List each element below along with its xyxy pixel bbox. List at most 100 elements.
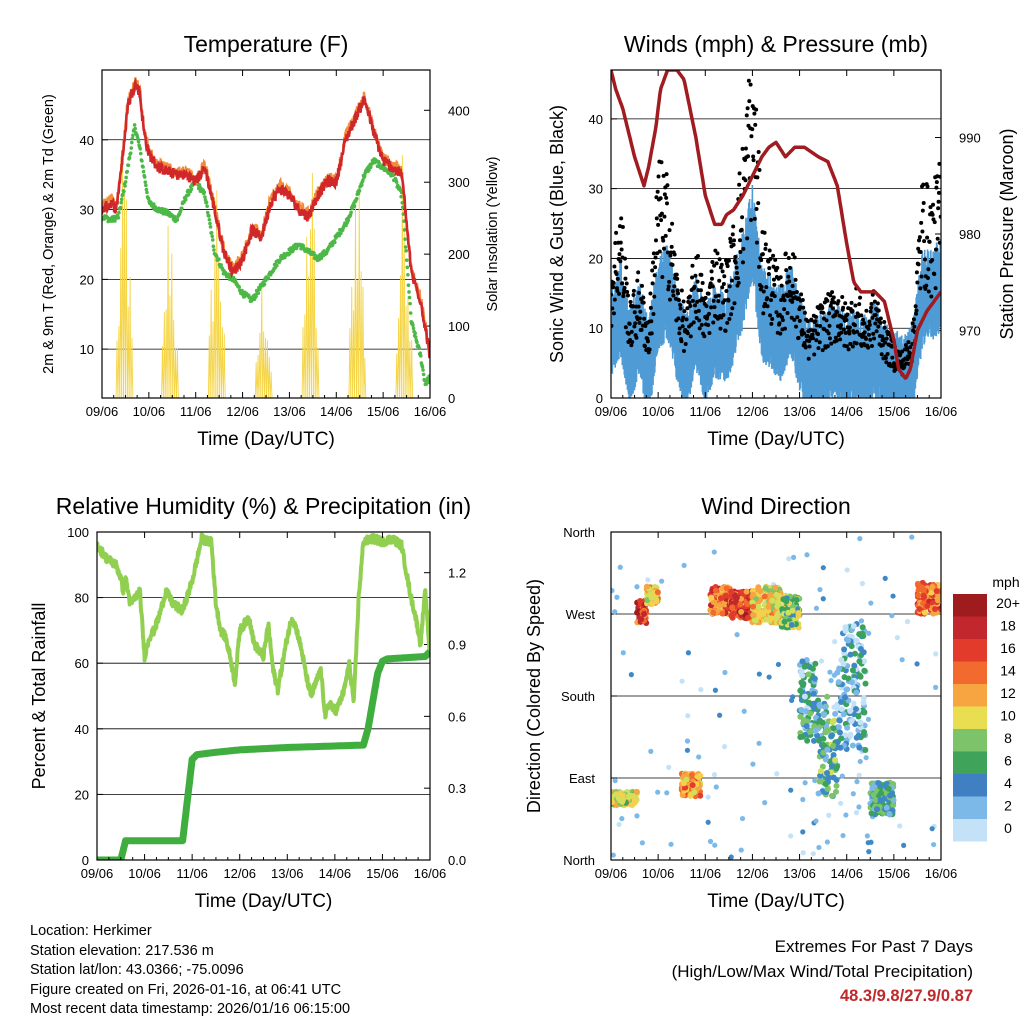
- dewpoint-point: [202, 190, 207, 195]
- gust-point: [688, 334, 693, 339]
- dewpoint-point: [113, 219, 117, 223]
- direction-point: [800, 850, 806, 856]
- solar-insolation-trace: [119, 247, 123, 398]
- gust-point: [914, 308, 919, 313]
- direction-point: [767, 591, 774, 598]
- gust-point: [709, 269, 714, 274]
- gust-point: [914, 311, 919, 316]
- legend-title: mph: [992, 574, 1019, 590]
- gust-point: [810, 336, 815, 341]
- gust-point: [743, 146, 748, 151]
- gust-point: [876, 308, 881, 313]
- x-tick-label: 14/06: [319, 866, 352, 881]
- direction-point: [832, 756, 839, 763]
- extremes-title: Extremes For Past 7 Days: [774, 937, 973, 956]
- solar-insolation-trace: [359, 271, 363, 398]
- dewpoint-point: [406, 283, 411, 288]
- gust-point: [934, 180, 939, 185]
- gust-point: [740, 260, 745, 265]
- direction-point: [728, 854, 734, 860]
- direction-point: [864, 833, 870, 839]
- gust-point: [676, 291, 681, 296]
- gust-point: [612, 297, 617, 302]
- direction-point: [813, 732, 820, 739]
- x-axis-label: Time (Day/UTC): [197, 429, 335, 450]
- gust-point: [903, 343, 908, 348]
- direction-point: [843, 812, 849, 818]
- solar-insolation-trace: [222, 333, 226, 398]
- gust-point: [801, 305, 806, 310]
- gust-point: [658, 196, 663, 201]
- legend-label: 8: [1004, 730, 1012, 746]
- gust-point: [915, 280, 920, 285]
- direction-point: [933, 587, 940, 594]
- gust-point: [623, 325, 628, 330]
- gust-point: [717, 278, 722, 283]
- plot-frame: [610, 531, 942, 861]
- direction-point: [775, 610, 782, 617]
- gust-point: [718, 326, 723, 331]
- gust-point: [923, 286, 928, 291]
- solar-insolation-trace: [402, 225, 406, 398]
- gust-point: [653, 265, 658, 270]
- gust-point: [900, 349, 905, 354]
- solar-insolation-trace: [264, 337, 267, 398]
- gust-point: [728, 239, 733, 244]
- gust-point: [745, 106, 750, 111]
- gust-point: [647, 347, 652, 352]
- solar-insolation-trace: [350, 286, 354, 398]
- direction-point: [795, 610, 802, 617]
- dewpoint-point: [408, 311, 413, 315]
- direction-point: [684, 747, 691, 753]
- direction-point: [853, 734, 860, 741]
- gust-point: [840, 295, 845, 300]
- y-right-tick-label: 400: [448, 103, 470, 118]
- gust-point: [791, 252, 796, 257]
- gust-point: [866, 332, 871, 337]
- direction-point: [848, 679, 855, 686]
- dewpoint-point: [131, 133, 135, 138]
- gust-point: [847, 325, 852, 330]
- gust-point: [671, 293, 676, 298]
- y-tick-label: 40: [589, 112, 603, 127]
- solar-insolation-trace: [361, 286, 365, 398]
- gust-point: [725, 320, 730, 325]
- direction-point: [855, 713, 862, 720]
- gust-point: [709, 276, 714, 281]
- direction-point: [737, 601, 744, 608]
- direction-point: [611, 799, 616, 806]
- gust-point: [635, 278, 640, 283]
- gust-point: [813, 328, 818, 333]
- dewpoint-point: [132, 123, 137, 127]
- gust-point: [687, 294, 692, 299]
- gust-point: [652, 294, 657, 299]
- gust-point: [720, 269, 725, 274]
- dewpoint-point: [172, 214, 177, 219]
- gust-point: [930, 212, 935, 217]
- direction-point: [886, 811, 893, 818]
- chart-title: Temperature (F): [184, 31, 349, 57]
- gust-point: [753, 122, 758, 127]
- gust-point: [771, 277, 776, 282]
- direction-point: [679, 678, 685, 684]
- gust-point: [746, 154, 751, 159]
- gust-point: [872, 299, 877, 304]
- winds-pressure-chart: 0 10 20 30 40 970 980 990 Sonic Wind & Gust (Blu…: [547, 31, 1017, 450]
- direction-point: [712, 587, 719, 594]
- gust-point: [611, 323, 614, 328]
- gust-point: [737, 182, 742, 187]
- gust-point: [924, 283, 929, 288]
- gust-point: [813, 319, 818, 324]
- gust-point: [783, 251, 788, 256]
- dewpoint-point: [175, 218, 180, 222]
- x-tick-label: 14/06: [320, 404, 353, 419]
- dewpoint-point: [128, 151, 133, 155]
- gust-point: [715, 251, 720, 256]
- gust-point: [639, 283, 644, 288]
- direction-point: [712, 842, 718, 848]
- humidity-precip-chart: 0 20 40 60 80 100 0.0 0.3 0.6 0.9 1.2 Percent & Tot…: [29, 493, 471, 912]
- dewpoint-point: [361, 178, 365, 182]
- solar-insolation-trace: [258, 332, 262, 398]
- direction-point: [825, 774, 832, 781]
- gust-point: [702, 334, 707, 339]
